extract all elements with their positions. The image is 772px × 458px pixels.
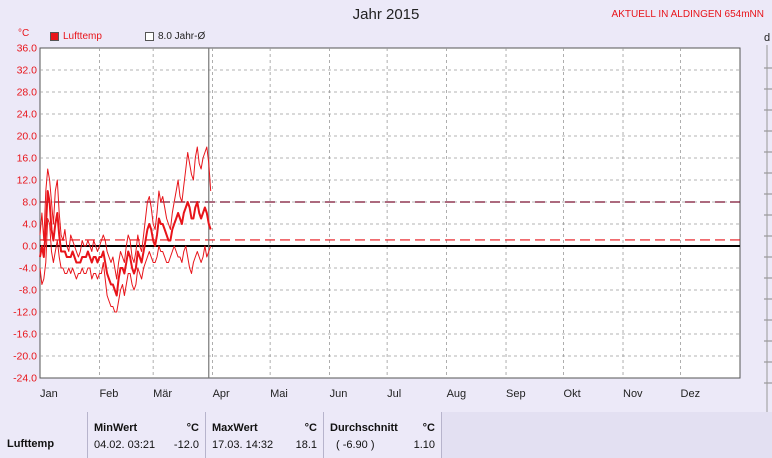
min-header: MinWert [94, 422, 138, 434]
legend-swatch-lufttemp [50, 32, 59, 41]
max-value: 18.1 [295, 439, 317, 451]
x-tick-label: Mär [153, 388, 172, 400]
x-tick-label: Jun [330, 388, 348, 400]
y-tick-label: 0.0 [22, 241, 37, 253]
stats-table: Lufttemp MinWert °C 04.02. 03:21 -12.0 M… [0, 412, 772, 458]
min-unit: °C [186, 422, 199, 434]
y-tick-label: -4.0 [19, 263, 37, 275]
x-tick-label: Nov [623, 388, 643, 400]
stats-row-label: Lufttemp [7, 438, 55, 450]
max-header: MaxWert [212, 422, 258, 434]
series-line-max [39, 146, 212, 280]
series-line-mean [39, 190, 212, 297]
x-tick-label: Feb [99, 388, 118, 400]
avg-value: 1.10 [413, 439, 435, 451]
legend-label-jahresmittel: 8.0 Jahr-Ø [158, 31, 206, 42]
station-label: AKTUELL IN ALDINGEN 654mNN [611, 9, 764, 20]
temperature-chart: °C 36.0 32.0 28.0 24.0 20.0 16.0 12.0 8.0 4.0 0.0 -… [13, 28, 772, 412]
edge-letter: d [764, 32, 771, 44]
y-tick-label: -24.0 [13, 373, 37, 385]
stats-max-cell: MaxWert °C 17.03. 14:32 18.1 [206, 412, 324, 458]
max-unit: °C [304, 422, 317, 434]
y-tick-label: -8.0 [19, 285, 37, 297]
legend-item-jahresmittel: 8.0 Jahr-Ø [145, 31, 205, 42]
y-tick-label: 32.0 [17, 65, 38, 77]
stats-row-label-cell: Lufttemp [0, 412, 88, 458]
y-tick-label: 4.0 [22, 219, 37, 231]
stats-avg-cell: Durchschnitt °C ( -6.90 ) 1.10 [324, 412, 442, 458]
y-tick-label: 12.0 [17, 175, 38, 187]
x-tick-label: Sep [506, 388, 526, 400]
y-tick-label: 24.0 [17, 109, 38, 121]
y-tick-label: 28.0 [17, 87, 38, 99]
min-value: -12.0 [173, 439, 199, 451]
legend-swatch-jahresmittel [145, 32, 154, 41]
x-tick-label: Apr [213, 388, 230, 400]
y-tick-label: 20.0 [17, 131, 38, 143]
y-tick-label: 36.0 [17, 43, 38, 55]
chart-title: Jahr 2015 [352, 6, 420, 23]
x-tick-label: Okt [564, 388, 581, 400]
plot-area [39, 47, 741, 379]
min-time: 04.02. 03:21 [94, 439, 156, 451]
stats-min-cell: MinWert °C 04.02. 03:21 -12.0 [88, 412, 206, 458]
x-tick-label: Aug [447, 388, 467, 400]
x-tick-label: Jul [387, 388, 401, 400]
y-tick-label: -16.0 [13, 329, 37, 341]
max-time: 17.03. 14:32 [212, 439, 274, 451]
y-tick-label: -20.0 [13, 351, 37, 363]
avg-header: Durchschnitt [330, 422, 398, 434]
x-tick-label: Mai [270, 388, 288, 400]
y-axis-unit: °C [18, 28, 29, 39]
y-tick-label: 16.0 [17, 153, 38, 165]
x-tick-label: Dez [681, 388, 701, 400]
avg-unit: °C [422, 422, 435, 434]
legend-label-lufttemp: Lufttemp [63, 31, 102, 42]
series-line-min [39, 218, 212, 313]
legend-item-lufttemp: Lufttemp [50, 31, 102, 42]
y-tick-label: 8.0 [22, 197, 37, 209]
stats-filler-cell [442, 412, 772, 458]
x-tick-label: Jan [40, 388, 58, 400]
avg-paren: ( -6.90 ) [336, 439, 375, 451]
y-tick-label: -12.0 [13, 307, 37, 319]
